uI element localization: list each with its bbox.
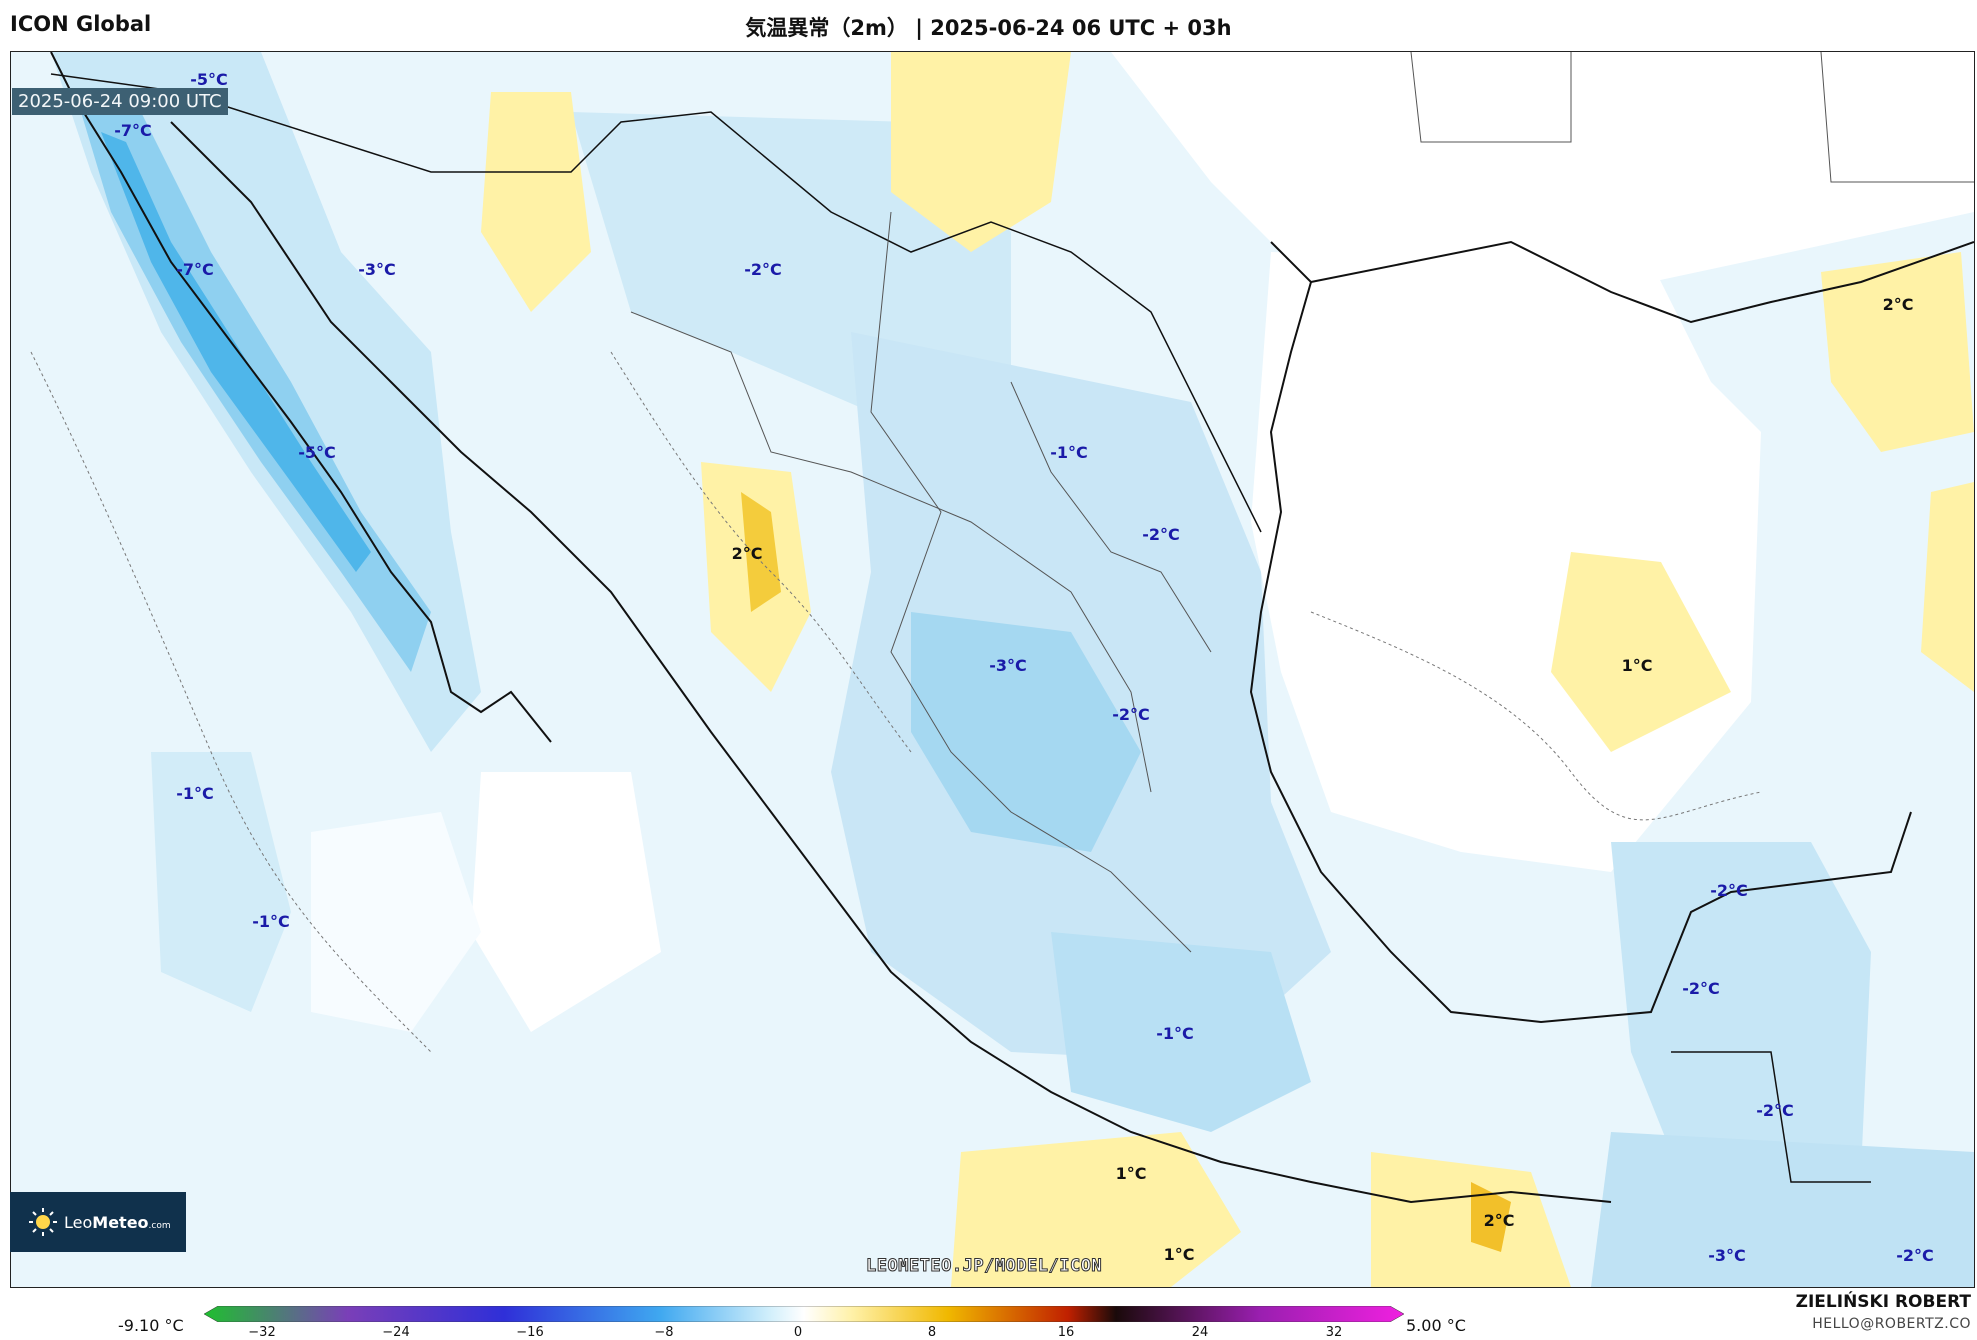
- neutral-zone: [471, 772, 661, 1032]
- cold-zone: [1051, 932, 1311, 1132]
- coastline: [170, 121, 1612, 1204]
- anomaly-label: 1°C: [1622, 656, 1653, 675]
- valid-time-badge: 2025-06-24 09:00 UTC: [12, 88, 228, 115]
- author-email[interactable]: HELLO@ROBERTZ.CO: [1812, 1316, 1971, 1332]
- sun-icon: [29, 1208, 57, 1236]
- state-border: [1820, 52, 1974, 183]
- state-border: [1010, 381, 1212, 653]
- anomaly-label: -5°C: [190, 70, 228, 89]
- anomaly-label: -5°C: [298, 443, 336, 462]
- anomaly-label: 2°C: [1484, 1211, 1515, 1230]
- anomaly-label: -3°C: [1708, 1246, 1746, 1265]
- warm-zone: [1821, 252, 1974, 452]
- cold-zone: [151, 752, 291, 1012]
- neutral-zone: [1251, 252, 1761, 872]
- warm-zone: [481, 92, 591, 312]
- state-border: [870, 211, 1192, 953]
- colorbar: [204, 1306, 1404, 1322]
- warm-zone: [1471, 1182, 1511, 1252]
- warm-zone: [1921, 482, 1974, 692]
- anomaly-label: -2°C: [1896, 1246, 1934, 1265]
- anomaly-label: -1°C: [252, 912, 290, 931]
- anomaly-label: -2°C: [1756, 1101, 1794, 1120]
- anomaly-label: 2°C: [732, 544, 763, 563]
- warm-zone: [741, 492, 781, 612]
- anomaly-label: -2°C: [744, 260, 782, 279]
- anomaly-label: 2°C: [1883, 295, 1914, 314]
- neutral-zone: [1111, 52, 1974, 312]
- colorbar-tick: 8: [927, 1325, 937, 1340]
- colorbar-tick: 32: [1325, 1325, 1343, 1340]
- colorbar-min-label: -9.10 °C: [118, 1316, 184, 1335]
- model-name: ICON Global: [10, 12, 152, 36]
- contour-line: [610, 351, 912, 753]
- neutral-zone: [311, 812, 481, 1032]
- anomaly-label: 1°C: [1116, 1164, 1147, 1183]
- warm-zone: [951, 1132, 1241, 1287]
- warm-zone: [891, 52, 1071, 252]
- author-name: ZIELIŃSKI ROBERT: [1795, 1292, 1971, 1312]
- cold-zone: [1611, 842, 1871, 1202]
- anomaly-label: -2°C: [1682, 979, 1720, 998]
- colorbar-tick: −8: [654, 1325, 674, 1340]
- national-border: [50, 73, 1262, 533]
- logo-wordmark: LeoMeteo.com: [64, 1213, 171, 1232]
- logo-suffix: .com: [148, 1220, 171, 1231]
- colorbar-max-label: 5.00 °C: [1406, 1316, 1466, 1335]
- coastline: [50, 52, 552, 743]
- cold-zone: [101, 132, 371, 572]
- colorbar-tick: −32: [248, 1325, 276, 1340]
- anomaly-label: -7°C: [114, 121, 152, 140]
- anomaly-label: -3°C: [989, 656, 1027, 675]
- cold-zone: [1591, 1132, 1974, 1287]
- anomaly-label: -2°C: [1112, 705, 1150, 724]
- state-border: [630, 311, 1152, 793]
- coastline: [1249, 241, 1912, 1024]
- state-border: [1410, 52, 1572, 143]
- map-panel[interactable]: -5°C -7°C -7°C -3°C -2°C -5°C -1°C -2°C …: [10, 51, 1975, 1288]
- anomaly-label: -1°C: [176, 784, 214, 803]
- anomaly-label: 1°C: [1164, 1245, 1195, 1264]
- colorbar-tick: 16: [1057, 1325, 1075, 1340]
- anomaly-label: -1°C: [1156, 1024, 1194, 1043]
- anomaly-label: -2°C: [1142, 525, 1180, 544]
- map-title: 気温異常（2m） | 2025-06-24 06 UTC + 03h: [745, 16, 1232, 40]
- coastline: [1310, 240, 1974, 324]
- logo-name-light: Leo: [64, 1212, 93, 1232]
- contour-line: [30, 351, 432, 1053]
- anomaly-label: -7°C: [176, 260, 214, 279]
- colorbar-tick: −24: [382, 1325, 410, 1340]
- leometeo-logo[interactable]: LeoMeteo.com: [10, 1192, 186, 1252]
- anomaly-label: -2°C: [1710, 881, 1748, 900]
- warm-zone: [1551, 552, 1731, 752]
- contour-line: [1310, 611, 1762, 821]
- anomaly-map: -5°C -7°C -7°C -3°C -2°C -5°C -1°C -2°C …: [30, 52, 1974, 1287]
- source-watermark: LEOMETEO.JP/MODEL/ICON: [865, 1256, 1103, 1277]
- logo-name-bold: Meteo: [92, 1212, 149, 1232]
- anomaly-labels: -5°C -7°C -7°C -3°C -2°C -5°C -1°C -2°C …: [114, 70, 1934, 1265]
- colorbar-tick: 24: [1191, 1325, 1209, 1340]
- colorbar-tick: −16: [516, 1325, 544, 1340]
- anomaly-label: -3°C: [358, 260, 396, 279]
- cold-zone: [911, 612, 1141, 852]
- national-border: [1671, 1051, 1871, 1183]
- colorbar-tick: 0: [793, 1325, 803, 1340]
- anomaly-label: -1°C: [1050, 443, 1088, 462]
